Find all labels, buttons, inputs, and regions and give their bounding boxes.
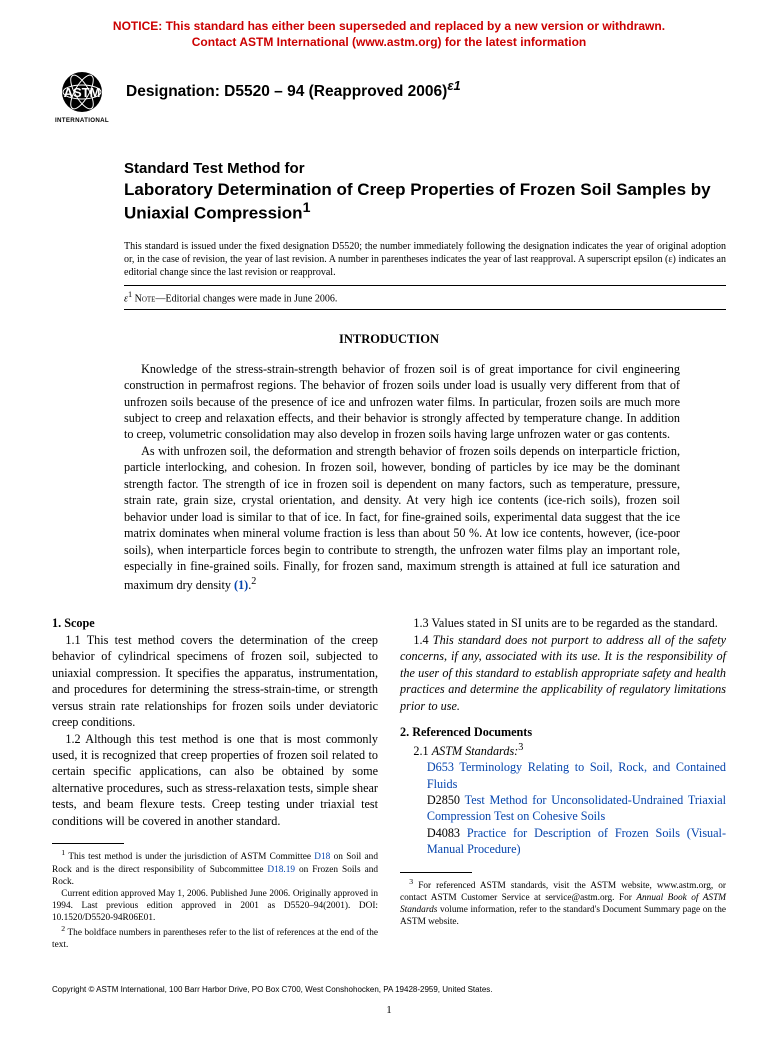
footnote-1: 1 This test method is under the jurisdic…	[52, 848, 378, 887]
logo-text-main: ASTM	[64, 85, 101, 100]
title-main: Laboratory Determination of Creep Proper…	[124, 179, 726, 224]
footnote-1-cont: Current edition approved May 1, 2006. Pu…	[52, 888, 378, 924]
fn1-a: This test method is under the jurisdicti…	[65, 852, 314, 862]
designation: Designation: D5520 – 94 (Reapproved 2006…	[126, 70, 461, 101]
designation-eps-sup: 1	[454, 78, 461, 93]
intro-ref-1[interactable]: (1)	[234, 578, 248, 592]
ref-d2850-code: D2850	[427, 793, 460, 807]
section-1-heading: 1. Scope	[52, 615, 378, 631]
issuance-note: This standard is issued under the fixed …	[124, 240, 726, 279]
footnote-2: 2 The boldface numbers in parentheses re…	[52, 924, 378, 951]
designation-code: D5520 – 94 (Reapproved 2006)	[224, 84, 447, 101]
title-main-text: Laboratory Determination of Creep Proper…	[124, 180, 711, 223]
footnote-rule-right	[400, 872, 472, 873]
footnotes-left: 1 This test method is under the jurisdic…	[52, 848, 378, 951]
p21-sup: 3	[518, 742, 523, 753]
para-1-4-text: This standard does not purport to addres…	[400, 633, 726, 713]
intro-p2-a: As with unfrozen soil, the deformation a…	[124, 444, 680, 592]
ref-d653-text[interactable]: Terminology Relating to Soil, Rock, and …	[427, 760, 726, 790]
logo-text-sub: INTERNATIONAL	[55, 117, 109, 124]
fn2-text: The boldface numbers in parentheses refe…	[52, 928, 378, 950]
title-lead: Standard Test Method for	[124, 160, 726, 179]
para-1-1: 1.1 This test method covers the determin…	[52, 632, 378, 731]
notice-banner: NOTICE: This standard has either been su…	[52, 18, 726, 50]
link-d18[interactable]: D18	[314, 852, 330, 862]
ref-d2850: D2850 Test Method for Unconsolidated-Und…	[400, 792, 726, 825]
ref-d4083-text[interactable]: Practice for Description of Frozen Soils…	[427, 826, 726, 856]
intro-p2-sup: 2	[251, 576, 256, 587]
title-sup: 1	[303, 200, 311, 216]
para-1-3: 1.3 Values stated in SI units are to be …	[400, 615, 726, 631]
ref-d4083: D4083 Practice for Description of Frozen…	[400, 825, 726, 858]
footnotes-right: 3 For referenced ASTM standards, visit t…	[400, 877, 726, 928]
note-label: Note	[132, 294, 155, 305]
para-1-2: 1.2 Although this test method is one tha…	[52, 731, 378, 830]
astm-logo: ASTM INTERNATIONAL	[52, 70, 112, 126]
column-left: 1. Scope 1.1 This test method covers the…	[52, 615, 378, 951]
section-2-heading: 2. Referenced Documents	[400, 724, 726, 740]
para-1-4: 1.4 This standard does not purport to ad…	[400, 632, 726, 714]
intro-para-1: Knowledge of the stress-strain-strength …	[124, 361, 680, 443]
ref-d653-code[interactable]: D653	[427, 760, 454, 774]
para-2-1: 2.1 ASTM Standards:3	[400, 741, 726, 760]
designation-prefix: Designation:	[126, 84, 224, 101]
footnote-3: 3 For referenced ASTM standards, visit t…	[400, 877, 726, 928]
header-row: ASTM INTERNATIONAL Designation: D5520 – …	[52, 70, 726, 126]
ref-d4083-code: D4083	[427, 826, 460, 840]
link-d18-19[interactable]: D18.19	[267, 865, 295, 875]
p21-i: ASTM Standards:	[432, 744, 519, 758]
ref-d2850-text[interactable]: Test Method for Unconsolidated-Undrained…	[427, 793, 726, 823]
notice-line-1: NOTICE: This standard has either been su…	[113, 19, 665, 33]
notice-line-2: Contact ASTM International (www.astm.org…	[192, 35, 586, 49]
p21-a: 2.1	[413, 744, 431, 758]
intro-para-2: As with unfrozen soil, the deformation a…	[124, 443, 680, 593]
footnote-rule-left	[52, 843, 124, 844]
introduction-body: Knowledge of the stress-strain-strength …	[124, 361, 680, 594]
title-block: Standard Test Method for Laboratory Dete…	[124, 160, 726, 224]
document-page: NOTICE: This standard has either been su…	[0, 0, 778, 1036]
column-right: 1.3 Values stated in SI units are to be …	[400, 615, 726, 951]
copyright-line: Copyright © ASTM International, 100 Barr…	[52, 985, 726, 994]
eps-note-text: —Editorial changes were made in June 200…	[155, 294, 337, 305]
page-number: 1	[52, 1004, 726, 1016]
ref-d653: D653 Terminology Relating to Soil, Rock,…	[400, 759, 726, 792]
fn3-b: volume information, refer to the standar…	[400, 905, 726, 927]
introduction-heading: INTRODUCTION	[52, 332, 726, 347]
epsilon-note: ε1 Note—Editorial changes were made in J…	[124, 285, 726, 309]
two-column-body: 1. Scope 1.1 This test method covers the…	[52, 615, 726, 951]
